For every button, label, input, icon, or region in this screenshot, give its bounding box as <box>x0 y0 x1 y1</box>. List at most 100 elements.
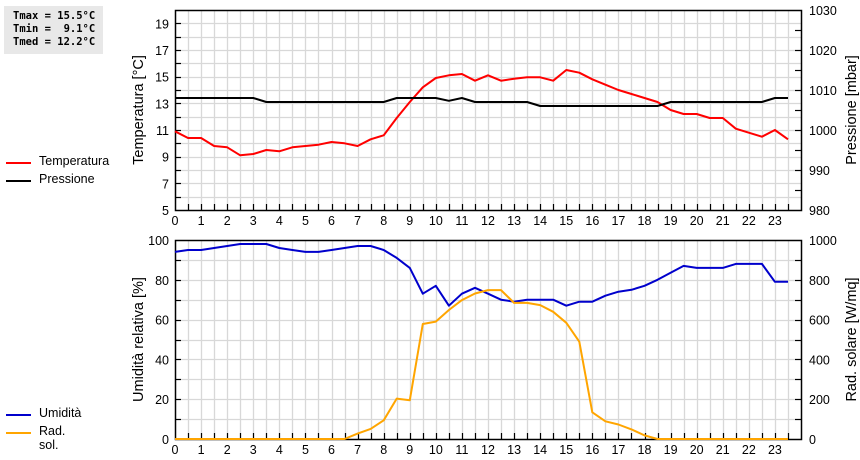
x-tick-label: 18 <box>638 214 652 228</box>
humidity-radiation-chart: 0 1 2 3 4 5 6 7 8 9 10 11 12 13 14 15 16 17 18 19 20 21 22 2302… <box>131 234 860 457</box>
x-tick-label: 15 <box>559 214 573 228</box>
legend-swatch-pressione <box>6 180 31 182</box>
y-tick-label: 13 <box>155 97 169 111</box>
series-temperatura <box>174 69 789 157</box>
x-tick-label: 0 <box>172 214 179 228</box>
x-tick-label: 9 <box>406 214 413 228</box>
y2-tick-label: 800 <box>809 274 830 288</box>
x-tick-label: 17 <box>611 443 625 457</box>
x-tick-label: 3 <box>250 214 257 228</box>
y2-tick-label: 990 <box>809 164 830 178</box>
series-rad-sol <box>175 289 788 440</box>
x-tick-label: 12 <box>481 214 495 228</box>
stats-tmax: Tmax = 15.5°C <box>13 10 96 22</box>
y-tick-label: 19 <box>155 17 169 31</box>
stats-tmed: Tmed = 12.2°C <box>13 36 96 48</box>
x-tick-label: 6 <box>328 443 335 457</box>
x-tick-label: 20 <box>690 443 704 457</box>
y2-tick-label: 980 <box>809 204 830 218</box>
x-tick-label: 9 <box>406 443 413 457</box>
x-tick-label: 21 <box>716 214 730 228</box>
x-tick-label: 1 <box>198 214 205 228</box>
y-tick-label: 9 <box>162 151 169 165</box>
x-tick-label: 18 <box>638 443 652 457</box>
temperature-pressure-chart: 0 1 2 3 4 5 6 7 8 9 10 11 12 13 14 15 16 17 18 19 20 21 22 2357… <box>131 4 860 228</box>
x-axis: 0 1 2 3 4 5 6 7 8 9 10 11 12 13 14 15 16 17 18 19 20 21 22 23 <box>172 204 790 228</box>
x-tick-label: 5 <box>302 214 309 228</box>
y2-tick-label: 400 <box>809 353 830 367</box>
x-tick-label: 10 <box>429 214 443 228</box>
x-tick-label: 15 <box>559 443 573 457</box>
y-axis-title-left: Umidità relativa [%] <box>131 277 147 402</box>
legend-label: Umidità <box>39 406 82 420</box>
y2-tick-label: 1030 <box>809 4 837 18</box>
x-tick-label: 8 <box>380 443 387 457</box>
y-axis-right: 0 200 400 600 800 1000 Rad. solare [W/mq] <box>795 234 860 447</box>
y-tick-label: 15 <box>155 71 169 85</box>
x-tick-label: 4 <box>276 443 283 457</box>
plot-frame <box>174 9 803 212</box>
stats-tmin: Tmin = 9.1°C <box>13 23 96 35</box>
x-tick-label: 13 <box>507 443 521 457</box>
y-tick-label: 40 <box>155 353 169 367</box>
x-tick-label: 1 <box>198 443 205 457</box>
x-tick-label: 22 <box>742 443 756 457</box>
y-tick-label: 60 <box>155 314 169 328</box>
y-tick-label: 7 <box>162 177 169 191</box>
x-tick-label: 11 <box>455 214 468 228</box>
y-axis-left: 0 20 40 60 80 100 Umidità relativa [%] <box>131 234 181 447</box>
legend-swatch-temperatura <box>6 162 31 164</box>
x-tick-label: 19 <box>664 214 678 228</box>
x-tick-label: 11 <box>455 443 468 457</box>
legend-swatch-umidita <box>6 414 31 416</box>
x-tick-label: 22 <box>742 214 756 228</box>
x-tick-label: 17 <box>611 214 625 228</box>
legend-label: Pressione <box>39 172 95 186</box>
y-tick-label: 100 <box>148 234 169 248</box>
y2-tick-label: 1000 <box>809 124 837 138</box>
x-tick-label: 16 <box>585 443 599 457</box>
y-tick-label: 20 <box>155 393 169 407</box>
x-tick-label: 16 <box>585 214 599 228</box>
y-tick-label: 80 <box>155 274 169 288</box>
legend-swatch-rad-sol <box>6 432 31 434</box>
x-tick-label: 2 <box>224 443 231 457</box>
stats-box: Tmax = 15.5°C Tmin = 9.1°C Tmed = 12.2°C <box>4 6 103 54</box>
series-umidit <box>174 243 788 307</box>
y2-tick-label: 1020 <box>809 44 837 58</box>
x-tick-label: 20 <box>690 214 704 228</box>
x-tick-label: 4 <box>276 214 283 228</box>
y-axis-title-left: Temperatura [°C] <box>131 55 147 165</box>
x-tick-label: 3 <box>250 443 257 457</box>
grid <box>175 10 801 210</box>
y2-tick-label: 1010 <box>809 84 837 98</box>
y-axis-left: 5 7 9 11 13 15 17 19 Temperatura [°C] <box>131 17 181 218</box>
x-tick-label: 14 <box>533 443 547 457</box>
x-tick-label: 14 <box>533 214 547 228</box>
y2-tick-label: 600 <box>809 314 830 328</box>
x-tick-label: 12 <box>481 443 495 457</box>
x-tick-label: 23 <box>768 443 782 457</box>
x-axis: 0 1 2 3 4 5 6 7 8 9 10 11 12 13 14 15 16 17 18 19 20 21 22 23 <box>172 433 790 457</box>
x-tick-label: 7 <box>354 214 361 228</box>
y-tick-label: 11 <box>156 124 169 138</box>
x-tick-label: 0 <box>172 443 179 457</box>
y2-tick-label: 1000 <box>809 234 837 248</box>
x-tick-label: 21 <box>716 443 730 457</box>
y2-tick-label: 200 <box>809 393 830 407</box>
series-pressione <box>175 97 788 107</box>
x-tick-label: 2 <box>224 214 231 228</box>
legend-label: Rad. sol. <box>39 424 66 452</box>
y-axis-title-right: Rad. solare [W/mq] <box>844 277 860 401</box>
x-tick-label: 7 <box>354 443 361 457</box>
y2-tick-label: 0 <box>809 433 816 447</box>
y-tick-label: 5 <box>162 204 169 218</box>
x-tick-label: 23 <box>768 214 782 228</box>
legend-label: Temperatura <box>39 154 110 168</box>
y-axis-title-right: Pressione [mbar] <box>844 55 860 165</box>
x-tick-label: 19 <box>664 443 678 457</box>
grid <box>175 240 801 439</box>
x-tick-label: 5 <box>302 443 309 457</box>
y-tick-label: 17 <box>155 44 169 58</box>
